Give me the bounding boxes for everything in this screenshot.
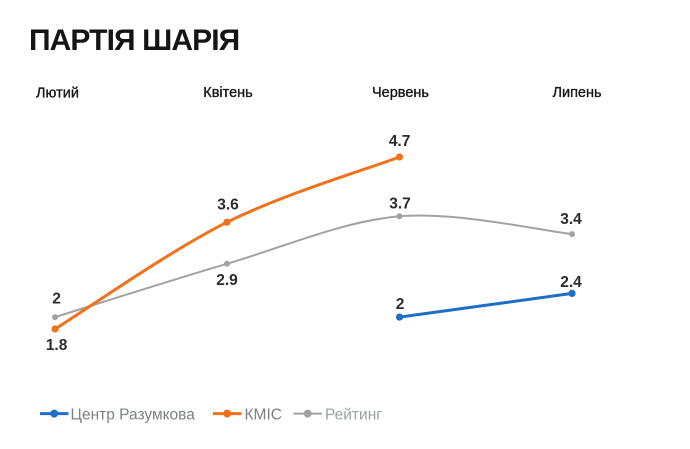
svg-text:2: 2 [52, 291, 61, 308]
svg-text:Липень: Липень [552, 85, 601, 101]
svg-text:Лютий: Лютий [36, 86, 79, 102]
svg-text:КМІС: КМІС [245, 407, 282, 424]
svg-text:Центр Разумкова: Центр Разумкова [71, 407, 196, 424]
svg-text:3.7: 3.7 [389, 196, 411, 213]
svg-text:2: 2 [396, 296, 405, 313]
svg-text:Червень: Червень [372, 85, 429, 101]
svg-text:3.6: 3.6 [217, 197, 239, 214]
svg-text:4.7: 4.7 [389, 133, 411, 150]
svg-text:2.9: 2.9 [216, 272, 238, 289]
svg-text:3.4: 3.4 [560, 211, 582, 228]
svg-text:1.8: 1.8 [46, 337, 68, 354]
svg-text:Рейтинг: Рейтинг [325, 407, 382, 424]
svg-text:2.4: 2.4 [560, 274, 582, 291]
svg-text:Квітень: Квітень [203, 85, 252, 101]
